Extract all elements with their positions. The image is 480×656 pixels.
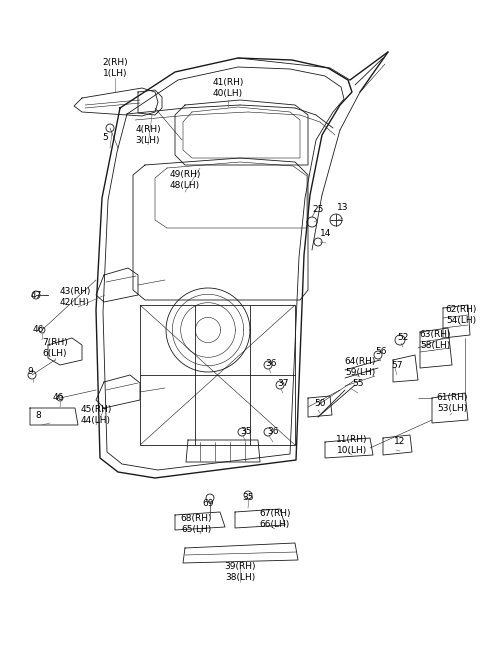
Text: 35: 35 <box>240 428 252 436</box>
Text: 11(RH)
10(LH): 11(RH) 10(LH) <box>336 436 368 455</box>
Text: 64(RH)
59(LH): 64(RH) 59(LH) <box>344 358 376 377</box>
Text: 47: 47 <box>30 291 42 300</box>
Text: 25: 25 <box>312 205 324 215</box>
Text: 36: 36 <box>267 428 279 436</box>
Text: 46: 46 <box>32 325 44 335</box>
Text: 55: 55 <box>352 379 364 388</box>
Text: 36: 36 <box>265 358 277 367</box>
Text: 52: 52 <box>397 333 408 342</box>
Text: 2(RH)
1(LH): 2(RH) 1(LH) <box>102 58 128 77</box>
Text: 43(RH)
42(LH): 43(RH) 42(LH) <box>60 287 91 307</box>
Text: 39(RH)
38(LH): 39(RH) 38(LH) <box>224 562 256 582</box>
Text: 14: 14 <box>320 228 332 237</box>
Text: 45(RH)
44(LH): 45(RH) 44(LH) <box>80 405 112 424</box>
Text: 41(RH)
40(LH): 41(RH) 40(LH) <box>212 78 244 98</box>
Text: 35: 35 <box>242 493 254 502</box>
Text: 12: 12 <box>394 436 406 445</box>
Text: 7(RH)
6(LH): 7(RH) 6(LH) <box>42 338 68 358</box>
Text: 68(RH)
65(LH): 68(RH) 65(LH) <box>180 514 212 534</box>
Text: 56: 56 <box>375 346 387 356</box>
Text: 61(RH)
53(LH): 61(RH) 53(LH) <box>436 394 468 413</box>
Text: 5: 5 <box>102 134 108 142</box>
Text: 49(RH)
48(LH): 49(RH) 48(LH) <box>169 171 201 190</box>
Text: 8: 8 <box>35 411 41 419</box>
Text: 9: 9 <box>27 367 33 377</box>
Text: 57: 57 <box>391 361 403 369</box>
Text: 67(RH)
66(LH): 67(RH) 66(LH) <box>259 509 291 529</box>
Text: 46: 46 <box>52 392 64 401</box>
Text: 37: 37 <box>277 379 289 388</box>
Text: 63(RH)
58(LH): 63(RH) 58(LH) <box>419 331 451 350</box>
Text: 50: 50 <box>314 398 326 407</box>
Text: 62(RH)
54(LH): 62(RH) 54(LH) <box>445 305 477 325</box>
Text: 69: 69 <box>202 499 214 508</box>
Text: 4(RH)
3(LH): 4(RH) 3(LH) <box>135 125 161 145</box>
Text: 13: 13 <box>337 203 349 213</box>
